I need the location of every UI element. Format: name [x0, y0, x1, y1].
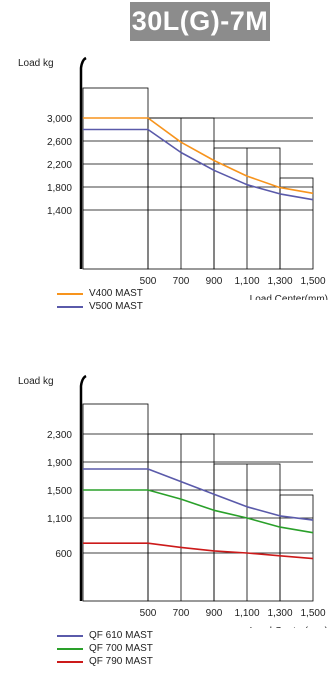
y-tick-label: 1,800 [47, 183, 72, 194]
load-chart-qf-mast: Load kg 2,300 1,900 1,500 1,100 600 500 700 900 1… [18, 374, 328, 628]
y-tick-label: 2,200 [47, 160, 72, 171]
legend-swatch [57, 634, 83, 637]
x-tick-label: 900 [206, 608, 223, 619]
legend-qf-mast: QF 610 MAST QF 700 MAST QF 790 MAST [57, 629, 153, 668]
x-tick-label: 1,100 [234, 608, 259, 619]
x-tick-label: 1,100 [234, 276, 259, 287]
y-axis [79, 56, 87, 269]
series-line-0 [83, 468, 314, 521]
x-tick-label: 700 [173, 276, 190, 287]
legend-swatch [57, 305, 83, 308]
legend-swatch [57, 292, 83, 295]
legend-item: QF 610 MAST [57, 629, 153, 642]
x-tick-label: 900 [206, 276, 223, 287]
grid-step-3 [279, 494, 314, 602]
x-tick-label: 500 [140, 276, 157, 287]
x-tick-label: 700 [173, 608, 190, 619]
legend-item: QF 790 MAST [57, 655, 153, 668]
y-tick-label: 3,000 [47, 114, 72, 125]
grid-step-0 [82, 87, 149, 270]
grid-step-0 [82, 403, 149, 602]
y-axis-label: Load kg [18, 58, 54, 69]
x-tick-label: 500 [140, 608, 157, 619]
legend-swatch [57, 647, 83, 650]
legend-label: QF 610 MAST [89, 630, 153, 641]
model-title: 30L(G)-7M [130, 2, 270, 41]
y-tick-label: 1,500 [47, 486, 72, 497]
y-tick-label: 1,100 [47, 514, 72, 525]
x-tick-label: 1,300 [267, 276, 292, 287]
x-axis-label: Load Center(mm) [250, 626, 328, 628]
legend-item: V400 MAST [57, 287, 143, 300]
x-tick-label: 1,500 [300, 608, 325, 619]
grid-step-3 [279, 177, 314, 270]
legend-item: V500 MAST [57, 300, 143, 313]
legend-swatch [57, 660, 83, 663]
series-line-0 [83, 117, 314, 195]
y-tick-label: 1,900 [47, 458, 72, 469]
legend-label: V400 MAST [89, 288, 143, 299]
series-line-1 [83, 489, 314, 534]
legend-v-mast: V400 MAST V500 MAST [57, 287, 143, 313]
legend-label: V500 MAST [89, 301, 143, 312]
y-tick-label: 2,600 [47, 137, 72, 148]
legend-label: QF 700 MAST [89, 643, 153, 654]
y-axis-label: Load kg [18, 376, 54, 387]
y-tick-label: 2,300 [47, 430, 72, 441]
y-tick-label: 600 [55, 549, 72, 560]
legend-label: QF 790 MAST [89, 656, 153, 667]
load-chart-v-mast: Load kg 3,000 2,600 2,200 1,800 1,400 500 700 90… [18, 56, 328, 300]
legend-item: QF 700 MAST [57, 642, 153, 655]
series-line-2 [83, 542, 314, 560]
y-tick-label: 1,400 [47, 206, 72, 217]
y-axis [79, 374, 87, 601]
x-axis-label: Load Center(mm) [250, 294, 328, 300]
x-tick-label: 1,500 [300, 276, 325, 287]
x-tick-label: 1,300 [267, 608, 292, 619]
series-line-1 [83, 128, 314, 201]
